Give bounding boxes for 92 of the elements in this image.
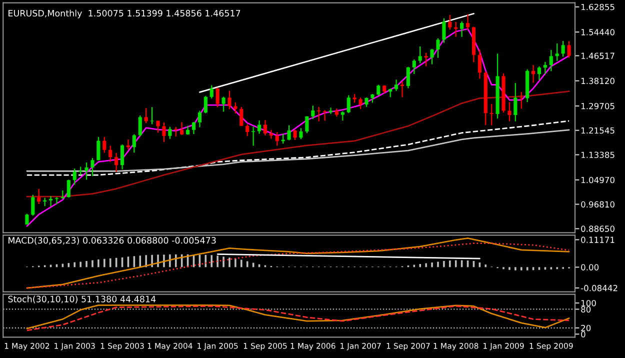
candlestick	[514, 82, 518, 122]
candlestick	[48, 196, 53, 207]
candlestick	[234, 102, 238, 114]
candlestick	[561, 40, 565, 58]
candlestick	[114, 152, 118, 172]
candlestick	[72, 168, 76, 186]
chart-title: Stoch(30,10,10) 51.1380 44.4814	[8, 296, 156, 304]
y-tick-label: 20	[581, 324, 591, 332]
y-tick-label: 1.13385	[581, 152, 614, 158]
candlestick	[311, 105, 315, 120]
line-series	[26, 120, 570, 176]
candlestick	[418, 46, 422, 64]
candlestick	[394, 79, 398, 92]
candlestick	[412, 58, 416, 75]
candlestick	[96, 136, 100, 161]
candlestick	[204, 95, 208, 114]
candlestick	[180, 122, 184, 136]
candlestick	[305, 116, 309, 134]
candlestick	[257, 120, 262, 134]
candlestick	[424, 52, 428, 67]
candlestick	[287, 124, 291, 141]
candlestick	[263, 120, 268, 136]
candlestick	[216, 87, 220, 108]
candlestick	[246, 124, 250, 137]
candlestick	[543, 61, 547, 74]
candlestick	[549, 49, 553, 72]
candlestick	[275, 132, 279, 146]
candlestick	[162, 122, 166, 143]
y-tick-label: 1.54440	[581, 29, 614, 36]
y-tick-label: 100	[581, 300, 596, 306]
candlestick	[90, 157, 94, 177]
candlestick	[537, 66, 542, 81]
candlestick	[567, 40, 571, 58]
candlestick	[31, 194, 35, 216]
candlestick	[198, 110, 202, 128]
line-series	[26, 129, 570, 172]
candlestick	[84, 162, 88, 180]
candlestick	[490, 103, 494, 126]
y-tick-label: 1.21545	[581, 127, 614, 134]
y-tick-label: 1.04970	[581, 176, 614, 184]
y-tick-label: 0.00	[581, 264, 599, 270]
candlestick	[508, 102, 512, 122]
y-tick-label: 1.38120	[581, 78, 614, 84]
candlestick	[252, 126, 256, 146]
candlestick	[346, 94, 350, 114]
y-tick-label: 80	[581, 306, 591, 313]
candlestick	[358, 97, 362, 110]
candlestick	[454, 21, 458, 38]
y-tick-label: 1.62855	[581, 4, 614, 10]
candlestick	[37, 188, 41, 205]
y-tick-label: 0.88650	[581, 226, 614, 232]
candlestick	[210, 84, 214, 100]
y-tick-label: 1.29705	[581, 102, 614, 110]
candlestick	[222, 96, 226, 112]
y-tick-label: 0	[581, 331, 586, 338]
candlestick	[138, 114, 142, 137]
candlestick	[108, 145, 112, 162]
y-tick-label: -0.08442	[580, 284, 618, 292]
candlestick	[376, 84, 380, 96]
candlestick	[442, 18, 446, 44]
candlestick	[293, 129, 297, 141]
candlestick	[555, 42, 559, 62]
candlestick	[132, 134, 136, 154]
text: EURUSD,Monthly 1.50075 1.51399 1.45856 1.46517	[8, 10, 240, 18]
candlestick	[54, 196, 59, 205]
candlestick	[448, 14, 452, 30]
chart-title: MACD(30,65,23) 0.063326 0.068800 -0.005473	[8, 236, 216, 245]
candlestick	[436, 38, 440, 58]
y-tick-label: 0.11171	[581, 236, 614, 243]
candlestick	[328, 107, 333, 115]
candlestick	[144, 108, 148, 124]
y-tick-label: 0.96810	[581, 201, 614, 208]
line-series	[26, 90, 570, 198]
candlestick	[406, 66, 410, 89]
candlestick	[299, 128, 303, 140]
candlestick	[400, 80, 404, 98]
candlestick	[66, 179, 70, 198]
candlestick	[192, 121, 196, 135]
candlestick	[156, 120, 160, 134]
candlestick	[364, 96, 368, 108]
candlestick	[168, 126, 172, 140]
candlestick	[228, 90, 232, 110]
y-tick-label: 1.46517	[581, 52, 614, 59]
candlestick	[323, 110, 327, 122]
candlestick	[120, 144, 124, 170]
candlestick	[430, 48, 434, 65]
candlestick	[102, 136, 106, 154]
candlestick	[460, 20, 464, 38]
candlestick	[281, 133, 285, 144]
candlestick	[466, 14, 470, 30]
candlestick	[240, 106, 244, 127]
candlestick	[478, 48, 482, 80]
